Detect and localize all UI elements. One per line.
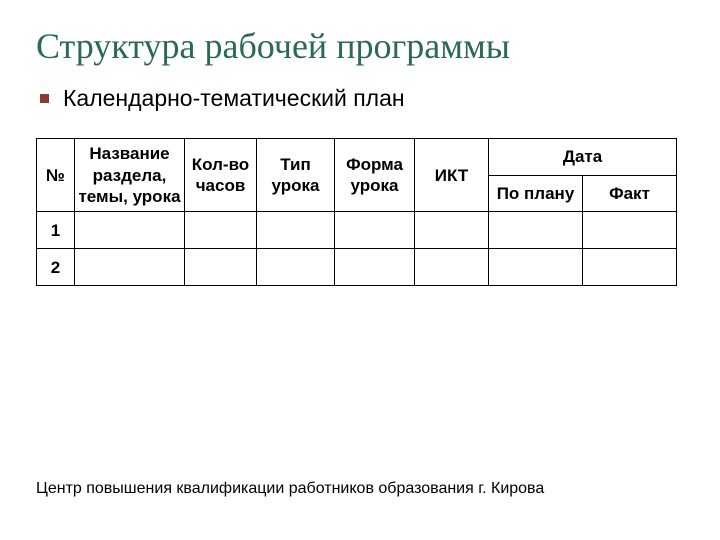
col-header-fact: Факт: [583, 175, 677, 211]
cell-fact: [583, 212, 677, 249]
col-header-ikt: ИКТ: [415, 139, 489, 212]
bullet-icon: [40, 94, 49, 103]
col-header-form: Форма урока: [335, 139, 415, 212]
cell-plan: [489, 249, 583, 286]
col-header-num: №: [37, 139, 75, 212]
table-row: 1: [37, 212, 677, 249]
cell-hours: [185, 249, 257, 286]
cell-form: [335, 212, 415, 249]
subtitle-row: Календарно-тематический план: [36, 85, 684, 112]
col-header-date: Дата: [489, 139, 677, 175]
footer-text: Центр повышения квалификации работников …: [36, 480, 544, 498]
cell-name: [75, 212, 185, 249]
cell-ikt: [415, 212, 489, 249]
cell-fact: [583, 249, 677, 286]
table-row: 2: [37, 249, 677, 286]
cell-num: 2: [37, 249, 75, 286]
table-header: № Название раздела, темы, урока Кол-во ч…: [37, 139, 677, 212]
cell-hours: [185, 212, 257, 249]
slide-title: Структура рабочей программы: [36, 26, 684, 67]
slide: Структура рабочей программы Календарно-т…: [0, 0, 720, 540]
col-header-hours: Кол-во часов: [185, 139, 257, 212]
cell-plan: [489, 212, 583, 249]
subtitle-text: Календарно-тематический план: [63, 85, 405, 112]
cell-num: 1: [37, 212, 75, 249]
cell-type: [257, 212, 335, 249]
cell-ikt: [415, 249, 489, 286]
cell-name: [75, 249, 185, 286]
plan-table: № Название раздела, темы, урока Кол-во ч…: [36, 138, 677, 286]
cell-type: [257, 249, 335, 286]
cell-form: [335, 249, 415, 286]
col-header-plan: По плану: [489, 175, 583, 211]
col-header-name: Название раздела, темы, урока: [75, 139, 185, 212]
table-body: 1 2: [37, 212, 677, 286]
col-header-type: Тип урока: [257, 139, 335, 212]
